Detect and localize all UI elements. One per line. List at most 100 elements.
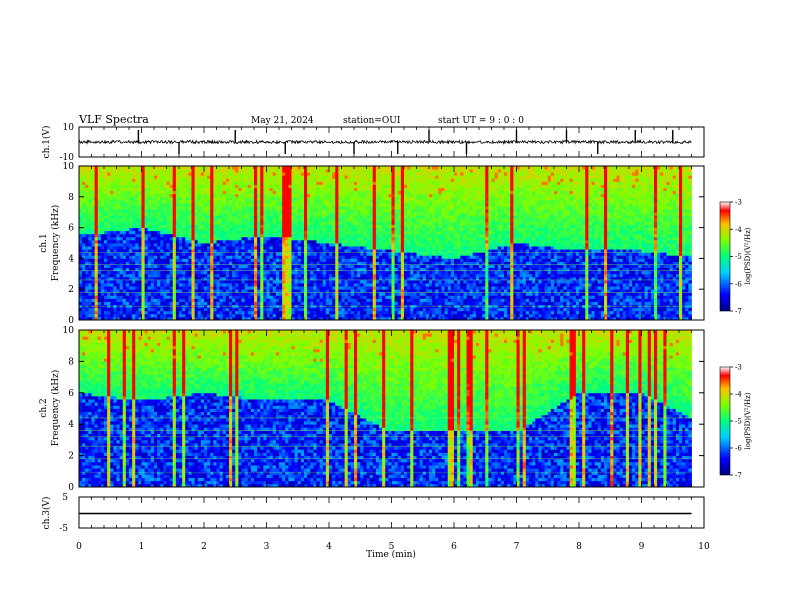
ch1-spectrogram-cell [197, 227, 202, 232]
ch1-spectrogram-cell [372, 209, 377, 213]
ch1-spectrogram-cell [329, 307, 333, 312]
ch1-spectrogram-cell [288, 190, 292, 195]
ch1-spectrogram-cell [222, 292, 227, 296]
ch1-spectrogram-cell [129, 270, 133, 275]
ch1-spectrogram-cell [172, 236, 177, 241]
ch1-spectrogram-cell [325, 178, 330, 182]
ch1-spectrogram-cell [110, 193, 114, 198]
ch1-spectrogram-cell [100, 209, 105, 213]
ch1-spectrogram-cell [100, 264, 105, 269]
ch1-spectrogram-cell [172, 255, 177, 259]
ch1-spectrogram-cell [338, 267, 342, 272]
ch1-spectrogram-cell [216, 246, 221, 250]
ch1-spectrogram-cell [310, 267, 314, 272]
ch1-spectrogram-cell [94, 193, 99, 198]
ch1-spectrogram-cell [94, 267, 99, 272]
ch1-spectrogram-cell [150, 181, 155, 185]
ch1-spectrogram-cell [182, 215, 186, 219]
ch1-spectrogram-cell [325, 246, 330, 250]
ch1-spectrogram-cell [310, 227, 314, 232]
ch1-spectrogram-cell [232, 221, 236, 225]
ch1-spectrogram-cell [319, 258, 324, 262]
ch1-spectrogram-cell [225, 233, 230, 238]
ch1-spectrogram-cell [119, 307, 124, 312]
ch1-spectrogram-cell [375, 243, 380, 247]
ch1-spectrogram-cell [229, 212, 233, 216]
ch1-spectrogram-cell [379, 193, 383, 198]
ch1-spectrogram-cell [144, 252, 149, 256]
ch1-spectrogram-cell [297, 224, 302, 228]
ch1-spectrogram-cell [304, 261, 308, 265]
ch1-spectrogram-cell [179, 172, 183, 176]
ch1-spectrogram-cell [129, 218, 133, 222]
ch1-spectrogram-cell [291, 295, 296, 299]
ch1-spectrogram-cell [375, 298, 380, 302]
ch1-spectrogram-cell [154, 209, 158, 213]
ch1-spectrogram-cell [254, 273, 258, 278]
ch1-spectrogram-cell [191, 292, 196, 296]
ch1-spectrogram-cell [307, 230, 311, 235]
ch1-spectrogram-cell [88, 230, 92, 235]
ch1-spectrogram-cell [325, 218, 330, 222]
ch1-spectrogram-cell [260, 292, 264, 296]
ch1-spectrogram-cell [154, 230, 158, 235]
ch1-spectrogram-cell [235, 313, 239, 318]
ch1-spectrogram-cell [379, 313, 383, 318]
ch1-spectrogram-cell [135, 212, 139, 216]
ch1-spectrogram-cell [332, 313, 336, 318]
ch1-spectrogram-cell [194, 187, 199, 192]
ch1-spectrogram-cell [157, 270, 161, 275]
ch1-spectrogram-cell [366, 298, 371, 302]
ch1-spectrogram-cell [141, 279, 146, 284]
ch1-spectrogram-cell [350, 236, 355, 241]
ch1-spectrogram-cell [213, 187, 217, 192]
ch1-spectrogram-cell [260, 270, 264, 275]
ch1-spectrogram-cell [263, 193, 267, 198]
ch1-spectrogram-cell [107, 184, 111, 188]
ch1-spectrogram-cell [307, 279, 311, 284]
ch1-spectrogram-cell [185, 261, 189, 265]
ch1-spectrogram-cell [204, 178, 208, 182]
ch1-spectrogram-cell [347, 209, 352, 213]
ch1-spectrogram-cell [263, 286, 267, 290]
ch1-spectrogram-cell [107, 276, 111, 281]
ch1-spectrogram-cell [257, 258, 261, 262]
ch1-spectrogram-cell [160, 218, 164, 222]
ch1-spectrogram-cell [375, 286, 380, 290]
ch1-spectrogram-cell [113, 233, 117, 238]
ch1-spectrogram-cell [179, 243, 183, 247]
ch1-spectrogram-cell [122, 196, 127, 201]
ch1-spectrogram-cell [266, 166, 271, 170]
ch1-spectrogram-cell [241, 236, 246, 241]
ch1-spectrogram-cell [385, 181, 389, 185]
ch1-spectrogram-cell [94, 215, 99, 219]
ch1-spectrogram-cell [229, 270, 233, 275]
ch1-spectrogram-cell [179, 283, 183, 287]
ch1-spectrogram-cell [263, 243, 267, 247]
ch1-spectrogram-cell [85, 221, 89, 225]
ch1-spectrogram-cell [129, 206, 133, 210]
ch1-spectrogram-cell [129, 209, 133, 213]
ch1-spectrogram-cell [182, 273, 186, 278]
ch1-spectrogram-cell [107, 283, 111, 287]
ch1-spectrogram-cell [350, 286, 355, 290]
ch1-spectrogram-cell [94, 298, 99, 302]
ch1-spectrogram-cell [88, 224, 92, 228]
ch1-spectrogram-cell [116, 181, 121, 185]
ch1-spectrogram-cell [157, 298, 161, 302]
ch1-spectrogram-cell [107, 221, 111, 225]
ch1-spectrogram-cell [179, 270, 183, 275]
ch1-spectrogram-cell [285, 178, 289, 182]
ch1-spectrogram-cell [169, 166, 174, 170]
ch1-spectrogram-cell [244, 178, 249, 182]
ch1-spectrogram-cell [141, 270, 146, 275]
ch1-spectrogram-cell [304, 267, 308, 272]
ch1-spectrogram-cell [225, 193, 230, 198]
ch1-spectrogram-cell [279, 239, 283, 244]
ch1-spectrogram-cell [200, 184, 205, 188]
ch1-spectrogram-cell [125, 212, 130, 216]
ch1-spectrogram-cell [160, 255, 164, 259]
ch1-spectrogram-cell [288, 270, 292, 275]
ch1-spectrogram-cell [385, 292, 389, 296]
ch1-spectrogram-cell [179, 175, 183, 179]
